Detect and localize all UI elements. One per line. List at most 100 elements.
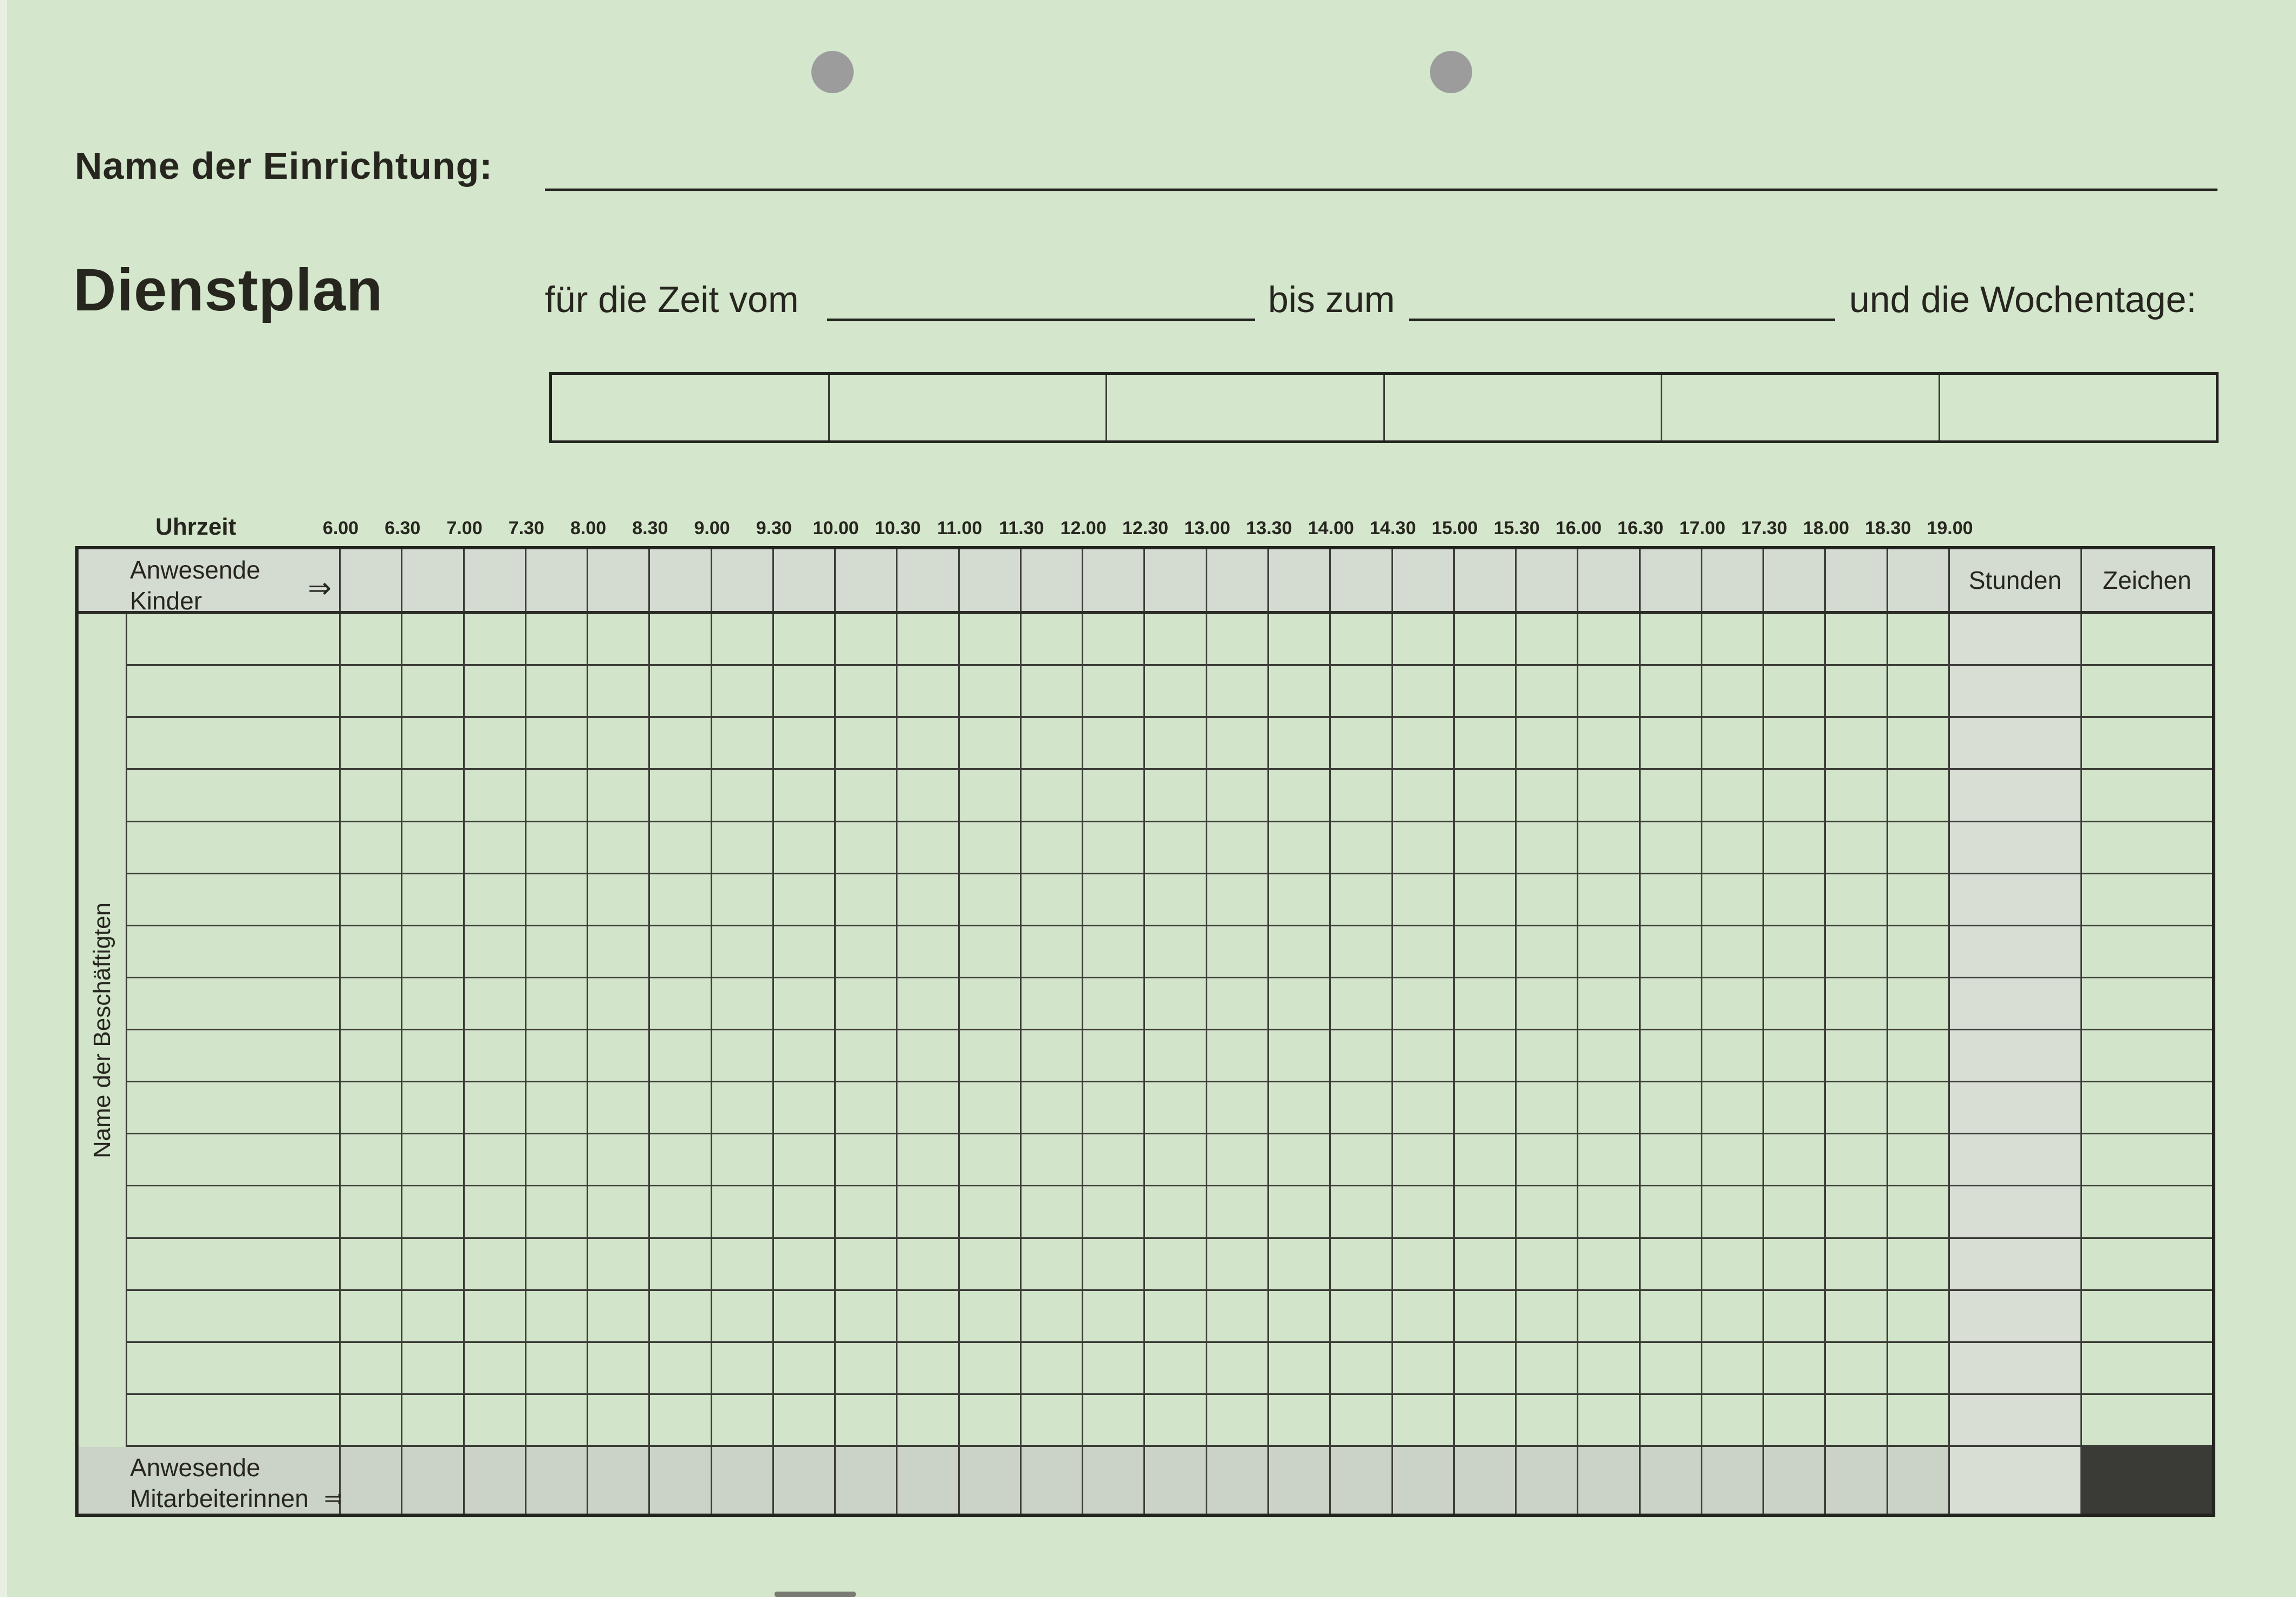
sign-cell [2082, 822, 2212, 873]
time-slot-cell [1826, 1082, 1888, 1133]
time-slot-cell [712, 1030, 774, 1081]
time-slot-cell [1764, 1082, 1826, 1133]
time-slot-cell [959, 770, 1022, 821]
time-slot-cell [1145, 666, 1207, 717]
time-slot-cell [1888, 1290, 1950, 1341]
table-row [127, 1134, 2212, 1187]
time-slot-cell [1640, 1134, 1702, 1185]
table-row [127, 1290, 2212, 1343]
employee-name-cell [127, 1290, 341, 1341]
time-slot-cell [526, 614, 589, 665]
time-slot-cell [1021, 1290, 1084, 1341]
time-slot-cell [526, 1082, 589, 1133]
time-slot-cell [773, 1394, 836, 1445]
time-slot-cell [897, 1394, 960, 1445]
time-slot-cell [1269, 718, 1331, 769]
time-slot-cell [1083, 1082, 1146, 1133]
time-label: 14.00 [1308, 518, 1354, 538]
weekday-box [1385, 375, 1662, 440]
time-slot-cell [712, 666, 774, 717]
time-slot-cell [1331, 978, 1393, 1029]
time-slot-cell [526, 1342, 589, 1393]
time-slot-cell [650, 1394, 712, 1445]
table-row [127, 1394, 2212, 1447]
sign-cell [2082, 1082, 2212, 1133]
time-slot-cell [1331, 666, 1393, 717]
time-slot-cell [526, 1394, 589, 1445]
time-slot-cell [1331, 1238, 1393, 1289]
time-slot-cell [1207, 1186, 1269, 1237]
time-slot-cell [341, 614, 403, 665]
time-slot-cell [1702, 770, 1765, 821]
hole-punch [811, 51, 854, 93]
table-row [127, 1342, 2212, 1395]
time-slot-cell [1517, 666, 1579, 717]
time-slot-cell [1083, 874, 1146, 925]
time-slot-cell [588, 1238, 651, 1289]
sign-cell [2082, 718, 2212, 769]
time-slot-cell [1269, 1186, 1331, 1237]
time-slot-cell [1269, 926, 1331, 977]
time-slot-cell [712, 1342, 774, 1393]
time-slot-cell [1578, 1030, 1641, 1081]
time-slot-header-cell [712, 549, 774, 611]
sign-cell [2082, 770, 2212, 821]
time-slot-cell [1640, 874, 1702, 925]
time-slot-cell [1145, 1394, 1207, 1445]
form-title: Dienstplan [73, 257, 383, 323]
time-slot-cell [1454, 614, 1517, 665]
staff-count-cell [773, 1447, 836, 1514]
hours-cell [1949, 822, 2082, 873]
time-slot-cell [959, 1290, 1022, 1341]
time-slot-cell [1517, 822, 1579, 873]
employee-name-cell [127, 1082, 341, 1133]
staff-count-cell [1888, 1447, 1950, 1514]
time-slot-cell [1826, 1134, 1888, 1185]
sign-cell [2082, 1238, 2212, 1289]
time-slot-cell [1331, 718, 1393, 769]
time-label: 6.00 [322, 518, 359, 538]
time-slot-cell [402, 770, 465, 821]
time-slot-cell [464, 718, 526, 769]
time-slot-cell [341, 1238, 403, 1289]
time-label: 11.30 [999, 518, 1044, 538]
sign-cell [2082, 666, 2212, 717]
time-slot-cell [897, 718, 960, 769]
time-slot-cell [1207, 1082, 1269, 1133]
employee-name-cell [127, 978, 341, 1029]
time-slot-cell [897, 614, 960, 665]
time-slot-cell [464, 926, 526, 977]
time-slot-cell [650, 1238, 712, 1289]
time-slot-cell [1764, 1394, 1826, 1445]
time-slot-cell [959, 874, 1022, 925]
label-line: Anwesende [130, 556, 261, 584]
staff-count-cell [712, 1447, 774, 1514]
time-slot-cell [341, 1342, 403, 1393]
staff-count-cell [1083, 1447, 1146, 1514]
time-slot-cell [1207, 614, 1269, 665]
time-slot-cell [1021, 1186, 1084, 1237]
time-slot-cell [588, 1082, 651, 1133]
time-slot-cell [1269, 1030, 1331, 1081]
weekday-box [830, 375, 1107, 440]
weekday-box [552, 375, 830, 440]
time-slot-cell [464, 1238, 526, 1289]
time-slot-cell [402, 1342, 465, 1393]
hours-cell [1949, 614, 2082, 665]
time-slot-cell [897, 1186, 960, 1237]
time-slot-cell [526, 1238, 589, 1289]
time-slot-cell [650, 614, 712, 665]
time-slot-cell [1021, 978, 1084, 1029]
time-slot-cell [402, 718, 465, 769]
time-slot-cell [1578, 614, 1641, 665]
time-slot-cell [1331, 1082, 1393, 1133]
time-slot-cell [1826, 1342, 1888, 1393]
time-slot-cell [464, 1290, 526, 1341]
time-slot-header-cell [1454, 549, 1517, 611]
time-slot-cell [1578, 822, 1641, 873]
time-slot-cell [1021, 1342, 1084, 1393]
time-slot-cell [1145, 1134, 1207, 1185]
employee-name-cell [127, 874, 341, 925]
time-slot-cell [588, 1290, 651, 1341]
time-slot-cell [1702, 874, 1765, 925]
